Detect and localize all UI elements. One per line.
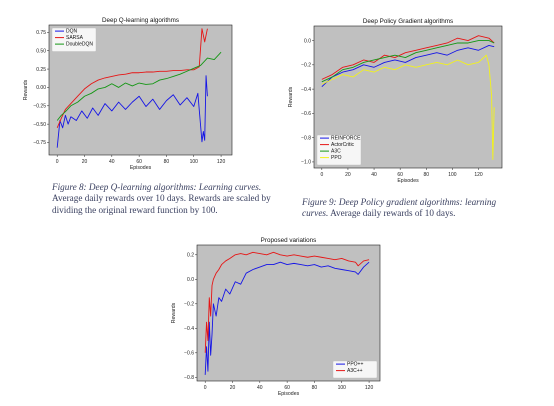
x-tick-label: 20 <box>345 172 351 178</box>
legend-box <box>51 27 97 52</box>
y-tick-label: −0.2 <box>301 63 311 69</box>
series-line-ppo- <box>204 261 370 375</box>
x-tick-label: 40 <box>371 172 377 178</box>
chart-title: Deep Q-learning algorithms <box>102 17 179 24</box>
x-tick-label: 80 <box>312 385 318 391</box>
y-tick-label: 0.2 <box>187 253 194 259</box>
y-tick-label: −1.0 <box>301 160 311 166</box>
y-axis-label: Rewards <box>288 86 294 107</box>
caption-figure-9: Figure 9: Deep Policy gradient algorithm… <box>302 197 524 220</box>
chart-title: Proposed variations <box>261 237 317 244</box>
series-line-doubledqn <box>56 51 222 121</box>
x-tick-label: 0 <box>56 159 59 165</box>
x-tick-label: 60 <box>397 172 403 178</box>
series-group <box>321 35 495 160</box>
plot-area <box>196 244 381 382</box>
x-tick-label: 80 <box>164 159 170 165</box>
x-tick-label: 120 <box>365 385 374 391</box>
caption-lead: Figure 9: Deep Policy gradient algorithm… <box>302 197 497 219</box>
x-tick-label: 100 <box>448 172 457 178</box>
y-tick-label: 0.75 <box>36 30 46 36</box>
y-tick-label: −0.4 <box>184 326 194 332</box>
caption-rest: Average daily rewards of 10 days. <box>328 208 456 219</box>
series-line-reinforce <box>321 44 495 88</box>
x-tick-label: 100 <box>338 385 347 391</box>
x-tick-label: 0 <box>204 385 207 391</box>
x-axis-label: Episodes <box>278 391 300 397</box>
x-tick-label: 20 <box>230 385 236 391</box>
series-line-a3c- <box>204 251 370 353</box>
y-tick-label: 0.25 <box>36 67 46 73</box>
chart-dql: Deep Q-learning algorithms 0 20 40 60 80 100 12… <box>23 17 233 171</box>
x-tick-label: 40 <box>109 159 115 165</box>
legend-label: ActorCritic <box>331 142 355 148</box>
chart-prop: Proposed variations 0 20 40 60 80 100 120 −0.8 −0… <box>171 237 381 397</box>
x-tick-label: 120 <box>217 159 226 165</box>
legend-label: A3C <box>331 149 341 155</box>
legend-label: PPO <box>331 155 342 161</box>
series-line-ppo <box>321 54 495 160</box>
y-tick-label: −0.6 <box>301 111 311 117</box>
series-group <box>56 28 222 148</box>
y-tick-label: −0.8 <box>301 135 311 141</box>
y-tick-label: −0.50 <box>33 122 46 128</box>
x-tick-label: 120 <box>474 172 483 178</box>
x-tick-label: 0 <box>320 172 323 178</box>
chart-title: Deep Policy Gradient algorithms <box>363 18 453 25</box>
legend-label: SARSA <box>66 35 84 41</box>
y-tick-label: −0.25 <box>33 103 46 109</box>
y-tick-label: 0.00 <box>36 85 46 91</box>
x-axis-label: Episodes <box>130 165 152 171</box>
x-tick-label: 80 <box>423 172 429 178</box>
x-tick-label: 60 <box>136 159 142 165</box>
legend-label: DQN <box>66 29 78 35</box>
y-tick-label: −0.8 <box>184 375 194 381</box>
caption-lead: Figure 8: Deep Q-learning algorithms: Le… <box>52 182 262 192</box>
series-line-dqn <box>56 75 208 148</box>
series-line-actorcritic <box>321 35 495 80</box>
x-axis-label: Episodes <box>397 178 419 184</box>
y-tick-label: 0.0 <box>187 277 194 283</box>
legend-label: PPO++ <box>347 362 363 368</box>
caption-rest: Average daily rewards over 10 days. Rewa… <box>52 193 271 215</box>
x-tick-label: 20 <box>82 159 88 165</box>
figure-dpg: Deep Policy Gradient algorithms 0 20 40 60 80… <box>286 14 526 194</box>
series-line-sarsa <box>56 28 208 128</box>
legend-label: REINFORCE <box>331 136 361 142</box>
x-tick-label: 60 <box>284 385 290 391</box>
y-tick-label: −0.75 <box>33 140 46 146</box>
legend-label: A3C++ <box>347 368 363 374</box>
legend-box <box>332 360 378 379</box>
y-tick-label: −0.2 <box>184 302 194 308</box>
y-tick-label: −0.4 <box>301 87 311 93</box>
y-tick-label: 0.50 <box>36 48 46 54</box>
series-group <box>204 251 370 375</box>
legend: PPO++A3C++ <box>332 360 378 379</box>
y-axis-label: Rewards <box>171 302 177 323</box>
x-tick-label: 100 <box>190 159 199 165</box>
chart-dpg: Deep Policy Gradient algorithms 0 20 40 60 80… <box>288 18 503 184</box>
caption-figure-8: Figure 8: Deep Q-learning algorithms: Le… <box>52 182 274 216</box>
legend-label: DoubleDQN <box>66 42 93 48</box>
series-line-a3c <box>321 40 495 83</box>
y-axis-label: Rewards <box>23 79 29 100</box>
y-tick-label: −0.6 <box>184 351 194 357</box>
y-tick-label: 0.0 <box>304 38 311 44</box>
x-tick-label: 40 <box>257 385 263 391</box>
figure-prop: Proposed variations 0 20 40 60 80 100 120 −0.8 −0… <box>168 233 390 403</box>
figure-dql: Deep Q-learning algorithms 0 20 40 60 80 100 12… <box>20 14 260 174</box>
